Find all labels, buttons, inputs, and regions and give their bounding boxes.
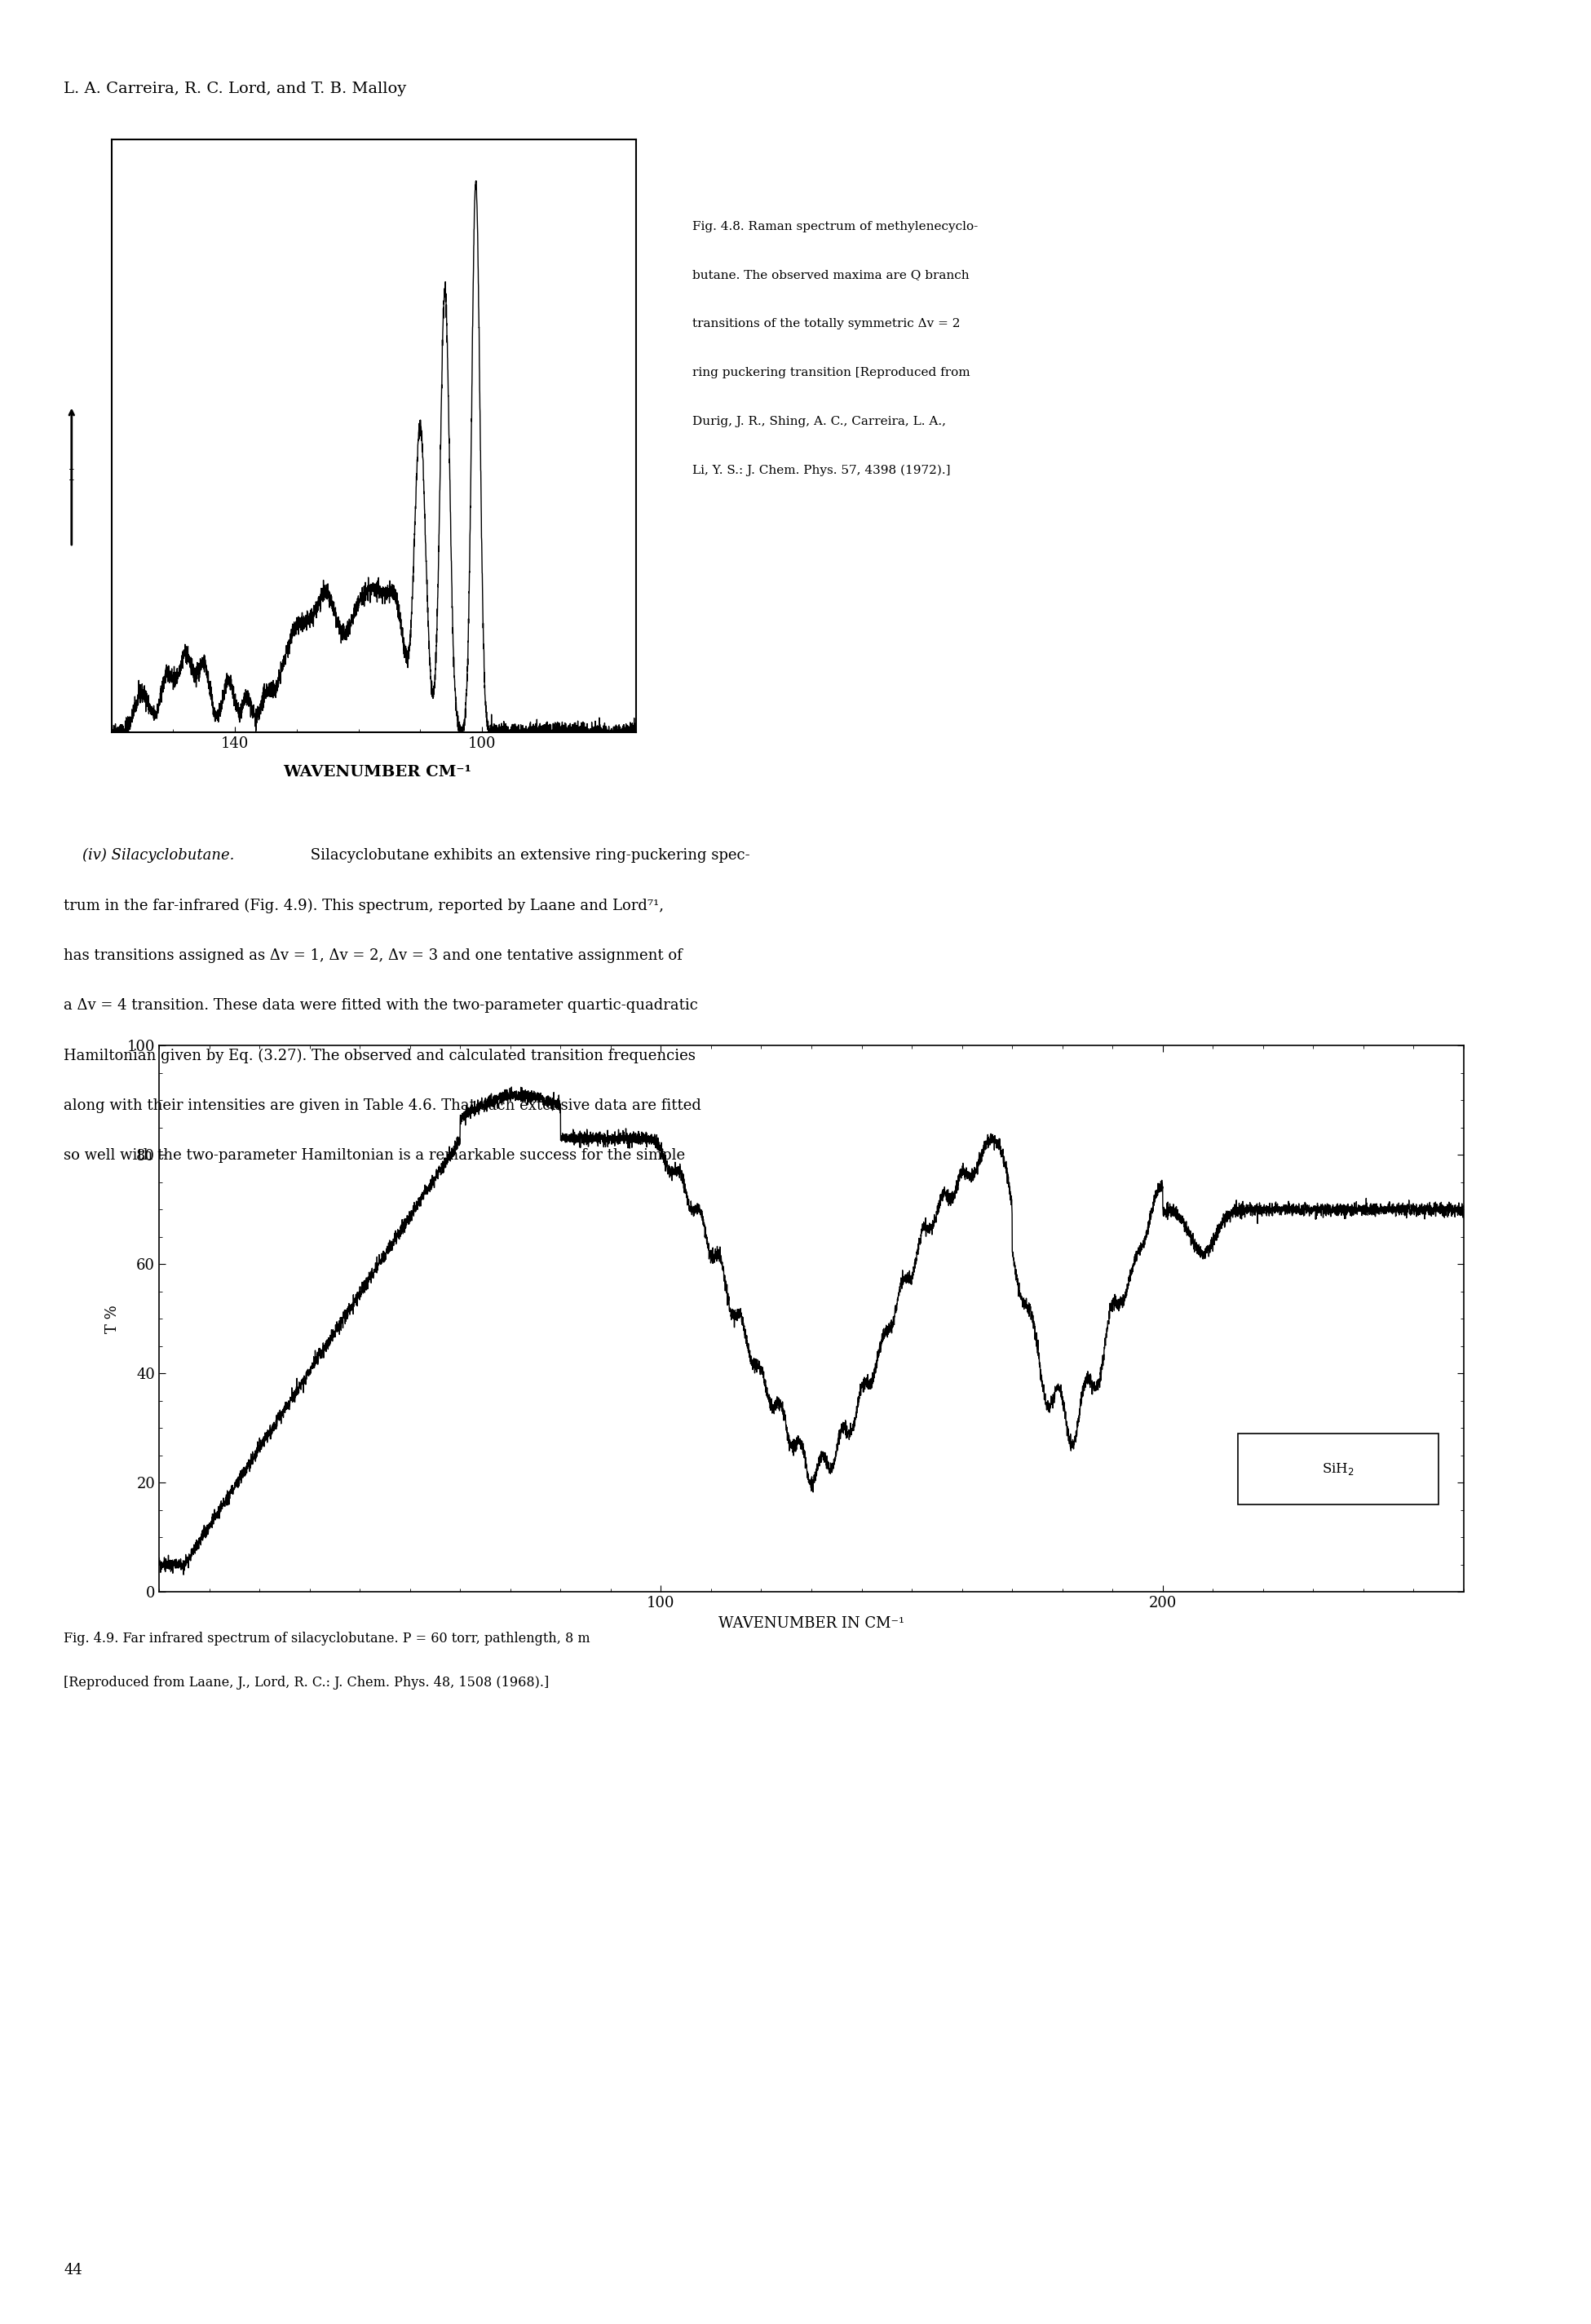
Text: along with their intensities are given in Table 4.6. That such extensive data ar: along with their intensities are given i… [64, 1097, 702, 1113]
Text: ring puckering transition [Reproduced from: ring puckering transition [Reproduced fr… [692, 367, 971, 379]
Text: WAVENUMBER CM⁻¹: WAVENUMBER CM⁻¹ [283, 765, 471, 779]
Y-axis label: T %: T % [105, 1304, 121, 1334]
Text: a Δv = 4 transition. These data were fitted with the two-parameter quartic-quadr: a Δv = 4 transition. These data were fit… [64, 999, 698, 1013]
Text: has transitions assigned as Δv = 1, Δv = 2, Δv = 3 and one tentative assignment : has transitions assigned as Δv = 1, Δv =… [64, 948, 683, 962]
Text: butane. The observed maxima are Q branch: butane. The observed maxima are Q branch [692, 270, 969, 281]
Text: Fig. 4.9. Far infrared spectrum of silacyclobutane. P = 60 torr, pathlength, 8 m: Fig. 4.9. Far infrared spectrum of silac… [64, 1631, 590, 1645]
Text: 44: 44 [64, 2264, 83, 2278]
Text: Li, Y. S.: J. Chem. Phys. 57, 4398 (1972).]: Li, Y. S.: J. Chem. Phys. 57, 4398 (1972… [692, 465, 950, 476]
Text: L. A. Carreira, R. C. Lord, and T. B. Malloy: L. A. Carreira, R. C. Lord, and T. B. Ma… [64, 81, 406, 95]
Text: [Reproduced from Laane, J., Lord, R. C.: J. Chem. Phys. 48, 1508 (1968).]: [Reproduced from Laane, J., Lord, R. C.:… [64, 1676, 549, 1690]
Text: transitions of the totally symmetric Δv = 2: transitions of the totally symmetric Δv … [692, 318, 959, 330]
Text: SiH$_2$: SiH$_2$ [1322, 1462, 1354, 1476]
X-axis label: WAVENUMBER IN CM⁻¹: WAVENUMBER IN CM⁻¹ [719, 1615, 904, 1631]
Text: trum in the far-infrared (Fig. 4.9). This spectrum, reported by Laane and Lord⁷¹: trum in the far-infrared (Fig. 4.9). Thi… [64, 897, 663, 913]
Text: so well with the two-parameter Hamiltonian is a remarkable success for the simpl: so well with the two-parameter Hamiltoni… [64, 1148, 686, 1162]
Text: Durig, J. R., Shing, A. C., Carreira, L. A.,: Durig, J. R., Shing, A. C., Carreira, L.… [692, 416, 945, 428]
Text: Silacyclobutane exhibits an extensive ring-puckering spec-: Silacyclobutane exhibits an extensive ri… [305, 848, 749, 862]
Text: Fig. 4.8. Raman spectrum of methylenecyclo-: Fig. 4.8. Raman spectrum of methylenecyc… [692, 221, 978, 232]
Text: Hamiltonian given by Eq. (3.27). The observed and calculated transition frequenc: Hamiltonian given by Eq. (3.27). The obs… [64, 1048, 695, 1062]
Text: I: I [68, 469, 75, 483]
FancyBboxPatch shape [1238, 1434, 1438, 1504]
Text: (iv) Silacyclobutane.: (iv) Silacyclobutane. [64, 848, 234, 862]
